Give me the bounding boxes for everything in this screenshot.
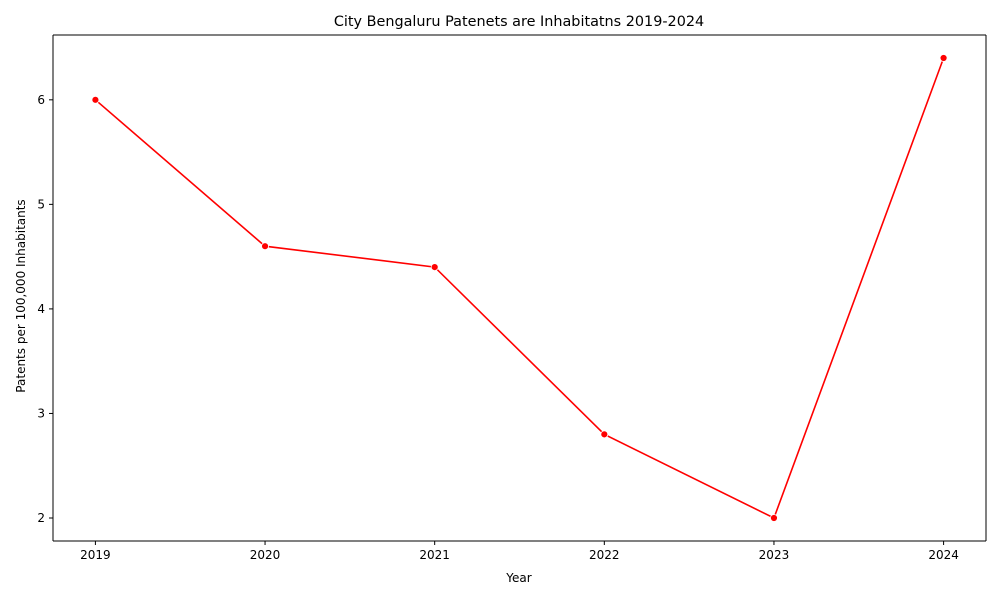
data-point bbox=[939, 54, 948, 62]
y-tick-label: 4 bbox=[37, 302, 45, 316]
y-tick-label: 6 bbox=[37, 93, 45, 107]
y-tick-label: 2 bbox=[37, 511, 45, 525]
data-point bbox=[770, 514, 778, 522]
y-tick-label: 3 bbox=[37, 406, 45, 420]
x-tick-label: 2022 bbox=[589, 548, 620, 562]
data-point bbox=[430, 263, 439, 271]
data-point bbox=[91, 95, 100, 104]
plot-area: 2019 2020 2021 2022 2023 2024 2 3 4 5 6 bbox=[37, 34, 987, 562]
x-axis-label: Year bbox=[505, 571, 531, 585]
x-tick-label: 2024 bbox=[928, 548, 959, 562]
x-tick-label: 2023 bbox=[759, 548, 790, 562]
series-line bbox=[94, 57, 945, 520]
data-point bbox=[261, 242, 269, 251]
y-tick-label: 5 bbox=[37, 197, 45, 211]
y-axis-label: Patents per 100,000 Inhabitants bbox=[14, 199, 28, 392]
chart-title: City Bengaluru Patenets are Inhabitatns … bbox=[334, 14, 704, 30]
x-tick-label: 2020 bbox=[250, 548, 281, 562]
x-tick-label: 2021 bbox=[419, 548, 450, 562]
x-tick-label: 2019 bbox=[80, 548, 111, 562]
data-point bbox=[600, 430, 609, 439]
